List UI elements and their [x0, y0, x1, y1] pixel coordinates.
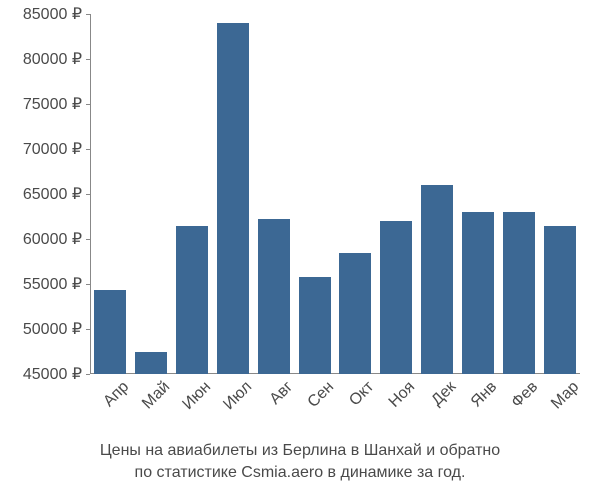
bar: [339, 253, 371, 375]
x-tick-label: Авг: [240, 374, 297, 431]
y-tick-label: 45000 ₽: [23, 364, 90, 384]
x-tick-label: Дек: [403, 374, 460, 431]
y-tick-mark: [86, 329, 90, 330]
y-tick-label: 75000 ₽: [23, 94, 90, 114]
bar: [462, 212, 494, 374]
y-tick-label: 85000 ₽: [23, 4, 90, 24]
x-tick-label: Май: [118, 374, 175, 431]
caption-line-1: Цены на авиабилеты из Берлина в Шанхай и…: [100, 442, 500, 459]
x-tick-label: Ноя: [363, 374, 420, 431]
y-tick-mark: [86, 59, 90, 60]
bar: [380, 221, 412, 374]
bar: [135, 352, 167, 375]
plot-area: 45000 ₽50000 ₽55000 ₽60000 ₽65000 ₽70000…: [90, 14, 580, 374]
bar: [176, 226, 208, 375]
bar: [94, 290, 126, 374]
bar: [217, 23, 249, 374]
x-tick-label: Июн: [158, 374, 215, 431]
y-tick-label: 80000 ₽: [23, 49, 90, 69]
y-axis-line: [90, 14, 91, 374]
bar: [421, 185, 453, 374]
y-tick-mark: [86, 149, 90, 150]
y-tick-label: 50000 ₽: [23, 319, 90, 339]
caption-line-2: по статистике Csmia.aero в динамике за г…: [135, 464, 466, 481]
x-tick-label: Июл: [199, 374, 256, 431]
bar: [544, 226, 576, 375]
y-tick-mark: [86, 104, 90, 105]
y-tick-label: 60000 ₽: [23, 229, 90, 249]
x-tick-label: Янв: [444, 374, 501, 431]
chart-caption: Цены на авиабилеты из Берлина в Шанхай и…: [0, 440, 600, 483]
y-tick-mark: [86, 239, 90, 240]
bar: [299, 277, 331, 374]
bar: [258, 219, 290, 374]
y-tick-label: 70000 ₽: [23, 139, 90, 159]
y-tick-label: 65000 ₽: [23, 184, 90, 204]
x-tick-label: Фев: [485, 374, 542, 431]
chart-container: 45000 ₽ 50000 ₽ 55000 ₽ 60000 ₽ 65000 ₽ 70000…: [0, 0, 600, 500]
bar: [503, 212, 535, 374]
y-tick-mark: [86, 374, 90, 375]
y-tick-mark: [86, 14, 90, 15]
y-tick-mark: [86, 284, 90, 285]
y-tick-label: 55000 ₽: [23, 274, 90, 294]
y-tick-mark: [86, 194, 90, 195]
